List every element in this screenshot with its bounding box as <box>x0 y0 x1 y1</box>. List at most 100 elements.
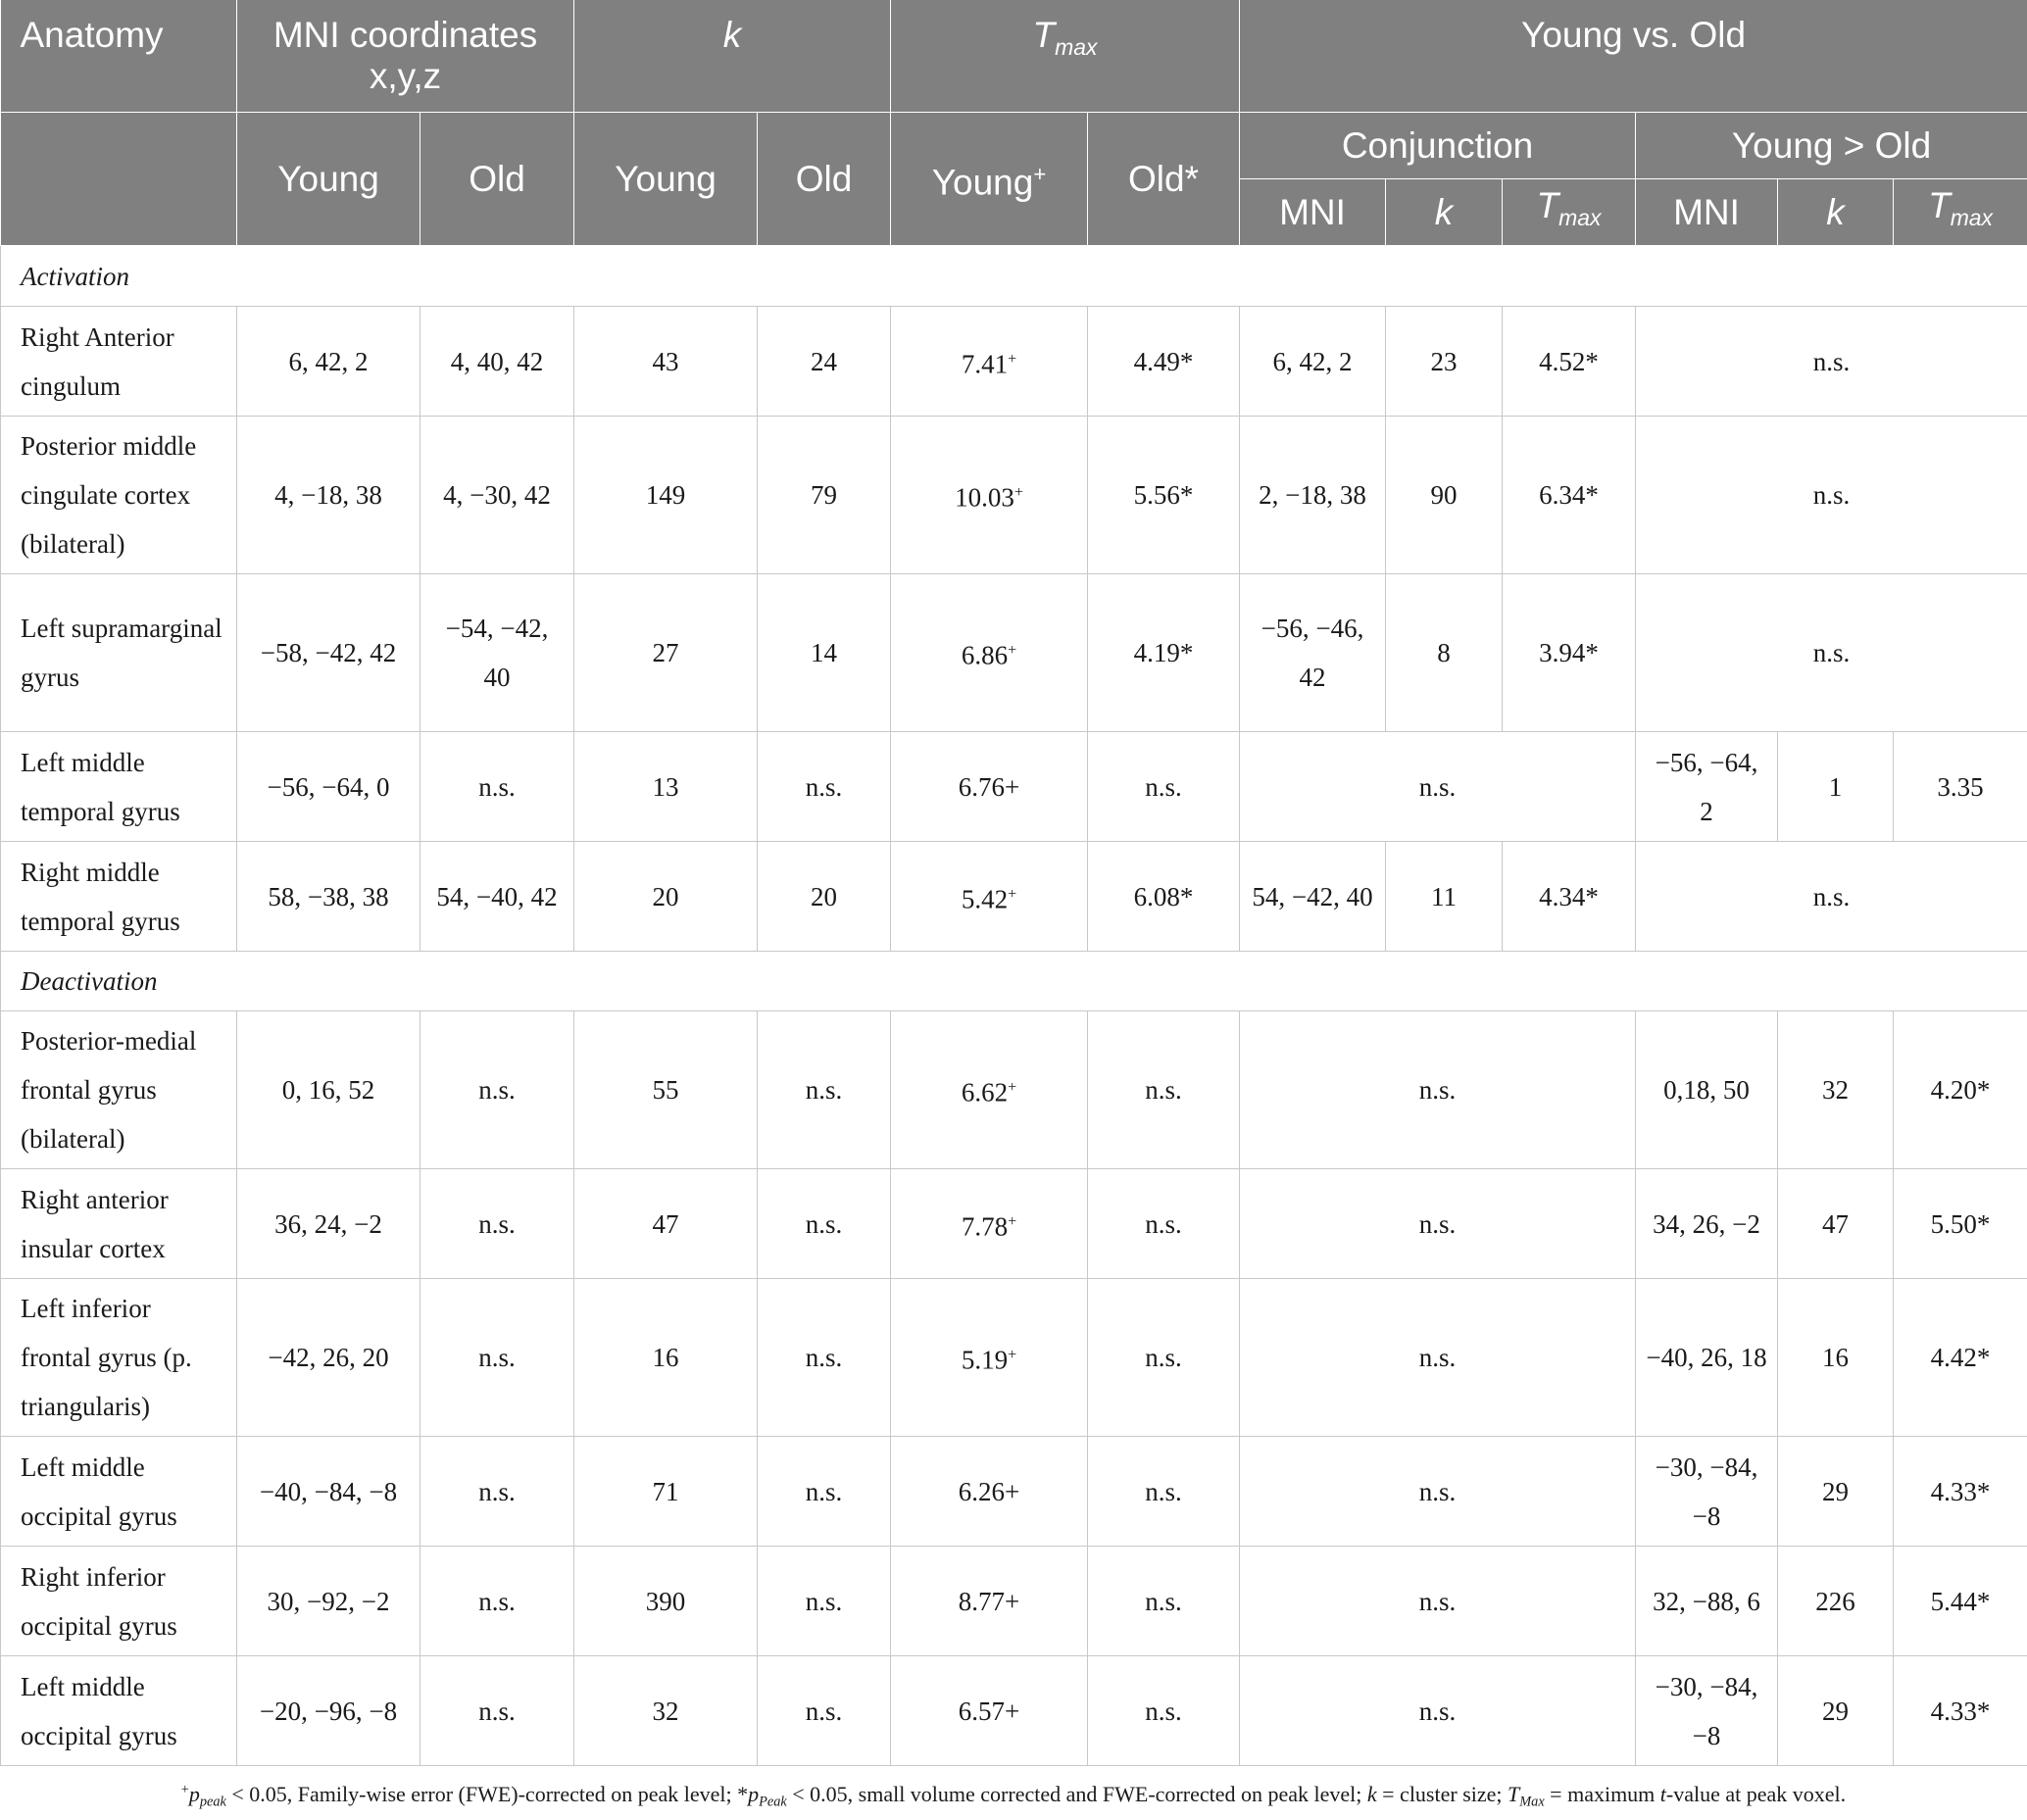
cell-mni-young: −20, −96, −8 <box>236 1655 420 1766</box>
cell-mni-young: 6, 42, 2 <box>236 306 420 417</box>
table-row: Posterior middle cingulate cortex (bilat… <box>0 416 2027 574</box>
table-row: Left supramarginal gyrus −58, −42, 42 −5… <box>0 573 2027 732</box>
footnote-part4: = maximum <box>1544 1782 1660 1806</box>
cell-k-old: n.s. <box>757 731 892 842</box>
cell-yo-k: 29 <box>1777 1436 1895 1547</box>
footnote-part2: < 0.05, small volume corrected and FWE-c… <box>786 1782 1367 1806</box>
header-young-gt-old: Young > Old <box>1635 112 2027 179</box>
section-activation: Activation <box>0 245 2027 307</box>
cell-yo-t: 5.44* <box>1893 1546 2027 1656</box>
footnote-k: k <box>1366 1782 1377 1806</box>
cell-anatomy: Right inferior occipital gyrus <box>0 1546 237 1656</box>
cell-mni-old: 4, −30, 42 <box>419 416 575 574</box>
cell-t-young: 7.41+ <box>890 306 1089 417</box>
cell-anatomy: Left inferior frontal gyrus (p. triangul… <box>0 1278 237 1437</box>
cell-conj-ns: n.s. <box>1239 1655 1637 1766</box>
cell-anatomy: Posterior middle cingulate cortex (bilat… <box>0 416 237 574</box>
cell-yo-mni: −56, −64, 2 <box>1635 731 1779 842</box>
footnote-T: T <box>1508 1782 1520 1806</box>
header-yo-tmax: Tmax <box>1893 178 2027 246</box>
cell-t-old: 4.19* <box>1087 573 1241 732</box>
cell-k-young: 47 <box>573 1168 759 1279</box>
cell-yo-t: 5.50* <box>1893 1168 2027 1279</box>
cell-k-young: 16 <box>573 1278 759 1437</box>
cell-t-old: 4.49* <box>1087 306 1241 417</box>
header-conjunction: Conjunction <box>1239 112 1637 179</box>
cell-yo-k: 226 <box>1777 1546 1895 1656</box>
header-conj-tmax-sub: max <box>1558 205 1602 231</box>
cell-t-old: n.s. <box>1087 1010 1241 1169</box>
cell-conj-t: 6.34* <box>1502 416 1637 574</box>
cell-conj-t: 4.34* <box>1502 841 1637 952</box>
header-k-text: k <box>722 15 742 55</box>
section-row-deactivation: Deactivation <box>0 951 2027 1011</box>
table-header: Anatomy MNI coordinates x,y,z k Tmax You… <box>0 0 2027 246</box>
cell-mni-young: −40, −84, −8 <box>236 1436 420 1547</box>
cell-mni-young: 58, −38, 38 <box>236 841 420 952</box>
footnote-t: t <box>1659 1782 1666 1806</box>
cell-anatomy: Right anterior insular cortex <box>0 1168 237 1279</box>
cell-mni-old: n.s. <box>419 1278 575 1437</box>
footnote-plus: + <box>180 1782 189 1798</box>
cell-mni-old: n.s. <box>419 731 575 842</box>
cell-yo-mni: 34, 26, −2 <box>1635 1168 1779 1279</box>
cell-mni-young: −56, −64, 0 <box>236 731 420 842</box>
header-row-3: MNI k Tmax MNI k Tmax <box>1 178 2027 246</box>
cell-k-young: 55 <box>573 1010 759 1169</box>
cell-mni-young: 36, 24, −2 <box>236 1168 420 1279</box>
cell-yo-ns: n.s. <box>1635 306 2027 417</box>
cell-k-young: 27 <box>573 573 759 732</box>
header-conj-tmax: Tmax <box>1502 178 1637 246</box>
cell-t-young: 7.78+ <box>890 1168 1089 1279</box>
cell-k-young: 71 <box>573 1436 759 1547</box>
cell-k-old: n.s. <box>757 1010 892 1169</box>
cell-k-young: 13 <box>573 731 759 842</box>
cell-yo-mni: −30, −84, −8 <box>1635 1436 1779 1547</box>
cell-yo-k: 32 <box>1777 1010 1895 1169</box>
footnote-part3: = cluster size; <box>1376 1782 1508 1806</box>
cell-yo-ns: n.s. <box>1635 841 2027 952</box>
header-t-young-mark: + <box>1033 162 1047 187</box>
table-row: Left middle occipital gyrus −20, −96, −8… <box>0 1655 2027 1766</box>
header-t-old: Old* <box>1087 112 1241 246</box>
header-tmax-sub: max <box>1055 34 1098 61</box>
cell-conj-k: 11 <box>1385 841 1504 952</box>
cell-mni-old: n.s. <box>419 1655 575 1766</box>
cell-t-young: 6.57+ <box>890 1655 1089 1766</box>
cell-t-young-value: 6.86 <box>961 640 1009 670</box>
cell-t-young-value: 7.78 <box>961 1211 1009 1242</box>
cell-conj-ns: n.s. <box>1239 1010 1637 1169</box>
cell-anatomy: Right Anterior cingulum <box>0 306 237 417</box>
cell-k-old: n.s. <box>757 1278 892 1437</box>
section-row-activation: Activation <box>0 245 2027 307</box>
header-row-1: Anatomy MNI coordinates x,y,z k Tmax You… <box>0 0 2027 113</box>
results-table: Anatomy MNI coordinates x,y,z k Tmax You… <box>0 0 2027 1766</box>
header-yo-mni: MNI <box>1635 178 1779 246</box>
cell-t-young-mark: + <box>1008 884 1017 903</box>
header-tmax: Tmax <box>890 0 1241 113</box>
cell-anatomy: Left supramarginal gyrus <box>0 573 237 732</box>
cell-yo-t: 4.33* <box>1893 1655 2027 1766</box>
cell-anatomy: Left middle occipital gyrus <box>0 1655 237 1766</box>
cell-k-old: n.s. <box>757 1168 892 1279</box>
cell-t-old: n.s. <box>1087 1436 1241 1547</box>
table-row: Right anterior insular cortex 36, 24, −2… <box>0 1168 2027 1279</box>
cell-t-young-value: 7.41 <box>961 349 1009 379</box>
cell-mni-young: 30, −92, −2 <box>236 1546 420 1656</box>
cell-yo-mni: 0,18, 50 <box>1635 1010 1779 1169</box>
cell-yo-ns: n.s. <box>1635 573 2027 732</box>
header-yo-tmax-sub: max <box>1950 205 1994 231</box>
cell-conj-t: 3.94* <box>1502 573 1637 732</box>
cell-conj-k: 8 <box>1385 573 1504 732</box>
cell-mni-old: n.s. <box>419 1546 575 1656</box>
footnote-part1: < 0.05, Family-wise error (FWE)-correcte… <box>225 1782 749 1806</box>
cell-t-old: n.s. <box>1087 1168 1241 1279</box>
cell-yo-t: 4.42* <box>1893 1278 2027 1437</box>
cell-k-young: 390 <box>573 1546 759 1656</box>
cell-conj-k: 90 <box>1385 416 1504 574</box>
cell-t-young-mark: + <box>1008 1211 1017 1230</box>
table-footnote: +ppeak < 0.05, Family-wise error (FWE)-c… <box>0 1782 2027 1810</box>
cell-yo-t: 4.33* <box>1893 1436 2027 1547</box>
header-mni-coordinates: MNI coordinates x,y,z <box>236 0 575 113</box>
